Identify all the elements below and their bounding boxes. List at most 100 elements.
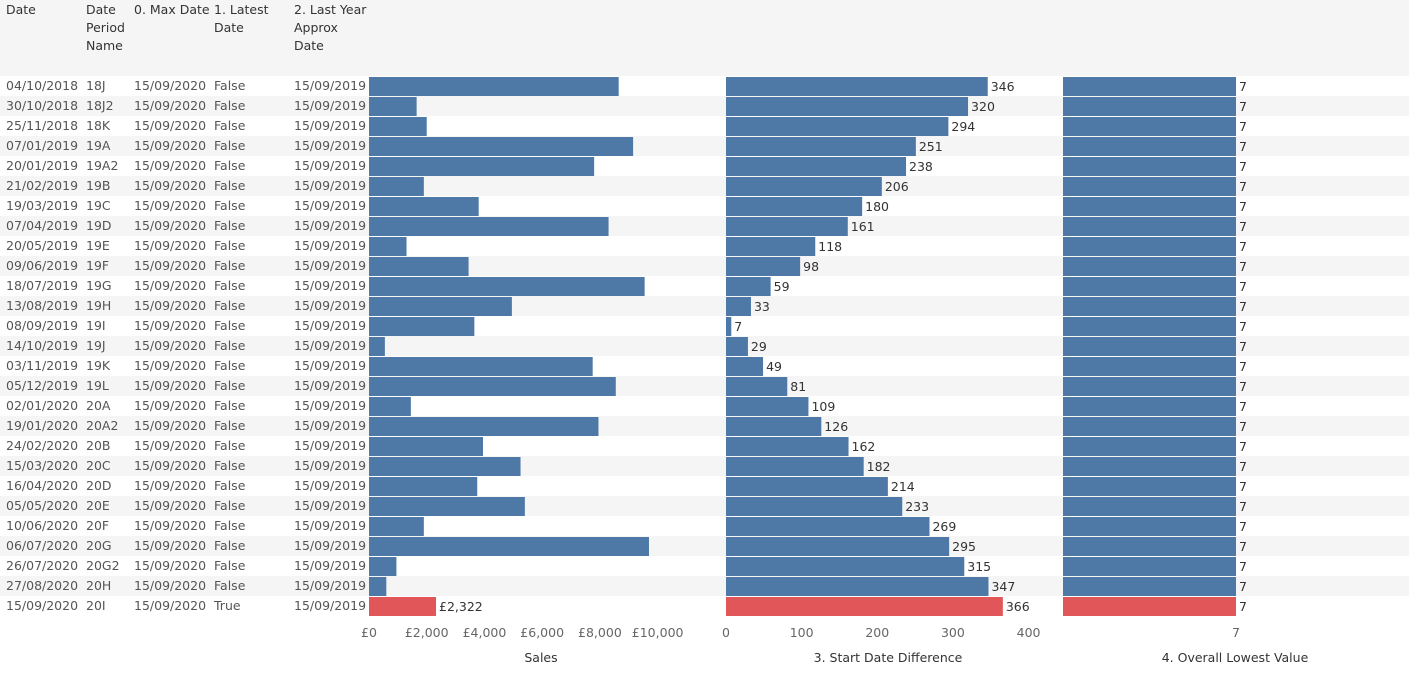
row-date: 15/09/2020	[6, 598, 79, 613]
data-label: 7	[1239, 139, 1247, 154]
data-label: 238	[909, 159, 933, 174]
table-row: 08/09/2019 19I 15/09/2020 False 15/09/2019	[0, 316, 1409, 336]
data-label: 294	[951, 119, 975, 134]
bar-3	[1063, 377, 1236, 396]
bar-2	[726, 257, 801, 276]
row-latest-flag: False	[214, 298, 246, 313]
row-latest-flag: False	[214, 478, 246, 493]
row-max-date: 15/09/2020	[134, 178, 207, 193]
bar-2	[726, 137, 916, 156]
row-max-date: 15/09/2020	[134, 138, 207, 153]
row-last-year-date: 15/09/2019	[294, 98, 367, 113]
row-last-year-date: 15/09/2019	[294, 218, 367, 233]
bar-3	[1063, 137, 1236, 156]
row-period-name: 19D	[86, 218, 112, 233]
table-row: 04/10/2018 18J 15/09/2020 False 15/09/2019	[0, 76, 1409, 96]
row-date: 15/03/2020	[6, 458, 79, 473]
bar-3	[1063, 277, 1236, 296]
data-label: 29	[751, 339, 767, 354]
data-label: 7	[1239, 559, 1247, 574]
row-latest-flag: False	[214, 78, 246, 93]
row-period-name: 19A2	[86, 158, 119, 173]
row-max-date: 15/09/2020	[134, 538, 207, 553]
row-latest-flag: False	[214, 578, 246, 593]
row-latest-flag: False	[214, 218, 246, 233]
data-label: 346	[991, 79, 1015, 94]
row-max-date: 15/09/2020	[134, 278, 207, 293]
bar-2	[726, 217, 848, 236]
table-row: 20/01/2019 19A2 15/09/2020 False 15/09/2019	[0, 156, 1409, 176]
bar-2	[726, 417, 822, 436]
row-date: 14/10/2019	[6, 338, 79, 353]
data-label: 206	[885, 179, 909, 194]
row-latest-flag: False	[214, 378, 246, 393]
axis-title: 3. Start Date Difference	[814, 650, 963, 665]
row-last-year-date: 15/09/2019	[294, 338, 367, 353]
bar-1	[369, 97, 417, 116]
table-row: 07/01/2019 19A 15/09/2020 False 15/09/2019	[0, 136, 1409, 156]
row-period-name: 19J	[86, 338, 106, 353]
axis-tick-label: 300	[941, 625, 965, 640]
axis-tick-label: 200	[865, 625, 889, 640]
table-row: 06/07/2020 20G 15/09/2020 False 15/09/2019	[0, 536, 1409, 556]
data-label: 315	[967, 559, 991, 574]
row-latest-flag: False	[214, 498, 246, 513]
bar-1	[369, 237, 407, 256]
bar-1	[369, 177, 424, 196]
data-label: 7	[1239, 499, 1247, 514]
bar-1	[369, 317, 475, 336]
bar-1	[369, 537, 649, 556]
row-date: 30/10/2018	[6, 98, 79, 113]
data-label: 126	[824, 419, 848, 434]
axis-tick-label: £2,000	[405, 625, 449, 640]
row-period-name: 19L	[86, 378, 109, 393]
row-date: 09/06/2019	[6, 258, 79, 273]
data-label: 7	[1239, 319, 1247, 334]
row-date: 27/08/2020	[6, 578, 79, 593]
row-date: 16/04/2020	[6, 478, 79, 493]
row-date: 25/11/2018	[6, 118, 79, 133]
table-row: 05/05/2020 20E 15/09/2020 False 15/09/2019	[0, 496, 1409, 516]
row-date: 18/07/2019	[6, 278, 79, 293]
data-label: 7	[1239, 179, 1247, 194]
row-last-year-date: 15/09/2019	[294, 498, 367, 513]
data-label: 7	[734, 319, 742, 334]
row-date: 06/07/2020	[6, 538, 79, 553]
data-label: 49	[766, 359, 782, 374]
bar-2	[726, 557, 965, 576]
row-latest-flag: False	[214, 518, 246, 533]
row-latest-flag: False	[214, 558, 246, 573]
bar-1	[369, 417, 599, 436]
row-max-date: 15/09/2020	[134, 558, 207, 573]
row-max-date: 15/09/2020	[134, 398, 207, 413]
bar-2	[726, 437, 849, 456]
row-last-year-date: 15/09/2019	[294, 538, 367, 553]
bar-3	[1063, 397, 1236, 416]
row-last-year-date: 15/09/2019	[294, 178, 367, 193]
bar-3	[1063, 477, 1236, 496]
bar-3	[1063, 537, 1236, 556]
bar-2	[726, 277, 771, 296]
table-row: 10/06/2020 20F 15/09/2020 False 15/09/2019	[0, 516, 1409, 536]
data-label: 214	[891, 479, 915, 494]
row-date: 19/01/2020	[6, 418, 79, 433]
row-last-year-date: 15/09/2019	[294, 598, 367, 613]
bar-1	[369, 257, 469, 276]
row-latest-flag: False	[214, 98, 246, 113]
row-last-year-date: 15/09/2019	[294, 558, 367, 573]
row-max-date: 15/09/2020	[134, 438, 207, 453]
data-label: 7	[1239, 339, 1247, 354]
row-max-date: 15/09/2020	[134, 318, 207, 333]
row-date: 13/08/2019	[6, 298, 79, 313]
bar-1	[369, 277, 645, 296]
bar-1	[369, 377, 616, 396]
bar-3	[1063, 97, 1236, 116]
row-latest-flag: False	[214, 198, 246, 213]
row-last-year-date: 15/09/2019	[294, 318, 367, 333]
row-period-name: 20E	[86, 498, 110, 513]
bar-2	[726, 97, 969, 116]
bar-3	[1063, 497, 1236, 516]
row-period-name: 20G2	[86, 558, 120, 573]
row-date: 26/07/2020	[6, 558, 79, 573]
